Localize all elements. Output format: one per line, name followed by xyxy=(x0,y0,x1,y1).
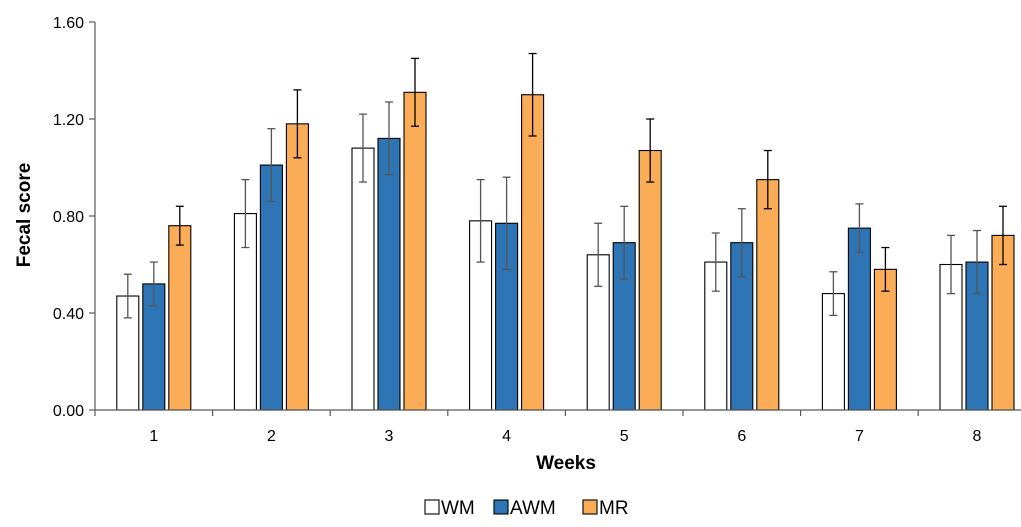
error-bar-awm-week-7 xyxy=(855,203,864,254)
legend: WM AWM MR xyxy=(424,498,629,519)
error-bar-mr-week-4 xyxy=(528,52,537,137)
x-tick-label: 6 xyxy=(737,428,746,445)
x-tick-label: 8 xyxy=(973,428,982,445)
bar-awm-week-7 xyxy=(847,227,871,411)
bar-mr-week-1 xyxy=(168,225,192,411)
x-tick-label: 5 xyxy=(620,428,629,445)
error-bar-awm-week-4 xyxy=(502,176,511,271)
error-bar-wm-week-8 xyxy=(947,234,955,295)
error-bar-wm-week-2 xyxy=(241,178,250,249)
error-bar-awm-week-8 xyxy=(973,229,981,295)
error-bar-wm-week-6 xyxy=(711,232,720,292)
error-bar-awm-week-1 xyxy=(149,261,158,307)
error-bars-group xyxy=(123,52,1007,319)
legend-swatch xyxy=(493,499,509,515)
bar-awm-week-3 xyxy=(377,137,401,411)
legend-swatch xyxy=(582,499,598,515)
y-axis-ticks: 0.00 0.40 0.80 1.20 1.60 xyxy=(53,15,95,420)
bar-mr-week-3 xyxy=(403,91,427,411)
error-bar-mr-week-5 xyxy=(646,118,655,183)
x-tick-label: 7 xyxy=(855,428,864,445)
y-axis-title: Fecal score xyxy=(14,163,35,268)
y-tick-label: 0.00 xyxy=(53,403,84,420)
error-bar-mr-week-1 xyxy=(175,205,184,246)
error-bar-wm-week-3 xyxy=(359,113,367,183)
bars-group xyxy=(116,91,1015,411)
legend-label: MR xyxy=(599,498,629,519)
x-axis-ticks: 1 2 3 4 5 6 7 8 xyxy=(94,410,982,445)
error-bar-wm-week-5 xyxy=(594,222,603,287)
legend-item-wm: WM xyxy=(424,498,475,519)
error-bar-mr-week-8 xyxy=(999,205,1007,266)
bar-wm-week-3 xyxy=(351,147,375,411)
legend-item-awm: AWM xyxy=(493,498,556,519)
x-tick-label: 1 xyxy=(149,428,158,445)
error-bar-awm-week-2 xyxy=(267,128,276,203)
legend-item-mr: MR xyxy=(582,498,629,519)
x-tick-label: 3 xyxy=(385,428,394,445)
bar-mr-week-4 xyxy=(521,94,545,411)
x-axis-title: Weeks xyxy=(536,453,596,474)
bar-mr-week-5 xyxy=(638,149,662,411)
error-bar-awm-week-6 xyxy=(737,208,746,278)
y-tick-label: 0.40 xyxy=(53,306,84,323)
bar-mr-week-2 xyxy=(285,123,309,411)
error-bar-mr-week-2 xyxy=(293,89,302,159)
legend-swatch xyxy=(424,499,440,515)
error-bar-awm-week-5 xyxy=(620,205,629,280)
y-tick-label: 1.20 xyxy=(53,112,84,129)
legend-label: WM xyxy=(441,498,475,519)
bar-mr-week-6 xyxy=(756,179,780,411)
x-tick-label: 4 xyxy=(502,428,511,445)
error-bar-wm-week-1 xyxy=(123,273,132,319)
error-bar-awm-week-3 xyxy=(385,101,393,176)
legend-label: AWM xyxy=(510,498,556,519)
error-bar-wm-week-7 xyxy=(829,271,838,317)
y-tick-label: 1.60 xyxy=(53,15,84,32)
x-tick-label: 2 xyxy=(267,428,276,445)
y-tick-label: 0.80 xyxy=(53,209,84,226)
error-bar-mr-week-7 xyxy=(881,246,890,292)
error-bar-mr-week-6 xyxy=(763,149,772,210)
error-bar-wm-week-4 xyxy=(476,178,485,263)
error-bar-mr-week-3 xyxy=(411,57,419,127)
